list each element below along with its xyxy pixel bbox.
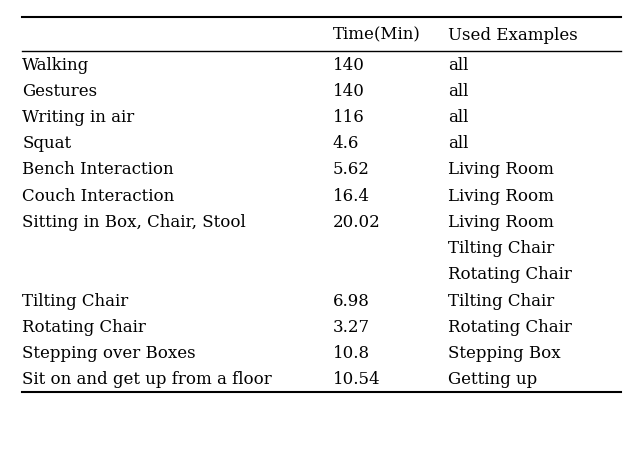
Text: all: all	[448, 109, 468, 126]
Text: Writing in air: Writing in air	[22, 109, 134, 126]
Text: Used Examples: Used Examples	[448, 27, 578, 43]
Text: Tilting Chair: Tilting Chair	[448, 292, 554, 309]
Text: Getting up: Getting up	[448, 370, 537, 387]
Text: Gestures: Gestures	[22, 83, 97, 100]
Text: Stepping over Boxes: Stepping over Boxes	[22, 344, 196, 361]
Text: Rotating Chair: Rotating Chair	[22, 318, 147, 335]
Text: 10.8: 10.8	[333, 344, 370, 361]
Text: Time(Min): Time(Min)	[333, 27, 420, 43]
Text: Living Room: Living Room	[448, 187, 554, 204]
Text: Rotating Chair: Rotating Chair	[448, 318, 572, 335]
Text: 4.6: 4.6	[333, 135, 359, 152]
Text: 6.98: 6.98	[333, 292, 370, 309]
Text: 20.02: 20.02	[333, 213, 381, 230]
Text: Walking: Walking	[22, 56, 90, 74]
Text: 116: 116	[333, 109, 365, 126]
Text: all: all	[448, 83, 468, 100]
Text: Living Room: Living Room	[448, 213, 554, 230]
Text: Bench Interaction: Bench Interaction	[22, 161, 174, 178]
Text: all: all	[448, 135, 468, 152]
Text: Tilting Chair: Tilting Chair	[22, 292, 129, 309]
Text: Tilting Chair: Tilting Chair	[448, 239, 554, 257]
Text: Sit on and get up from a floor: Sit on and get up from a floor	[22, 370, 272, 387]
Text: Living Room: Living Room	[448, 161, 554, 178]
Text: Couch Interaction: Couch Interaction	[22, 187, 175, 204]
Text: Squat: Squat	[22, 135, 72, 152]
Text: 3.27: 3.27	[333, 318, 370, 335]
Text: all: all	[448, 56, 468, 74]
Text: 140: 140	[333, 83, 365, 100]
Text: 10.54: 10.54	[333, 370, 380, 387]
Text: Rotating Chair: Rotating Chair	[448, 266, 572, 283]
Text: 5.62: 5.62	[333, 161, 370, 178]
Text: Sitting in Box, Chair, Stool: Sitting in Box, Chair, Stool	[22, 213, 246, 230]
Text: 16.4: 16.4	[333, 187, 370, 204]
Text: Stepping Box: Stepping Box	[448, 344, 561, 361]
Text: 140: 140	[333, 56, 365, 74]
